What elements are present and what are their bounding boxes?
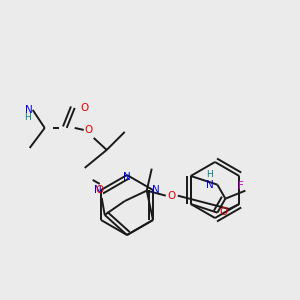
Text: N: N [25, 105, 33, 115]
Text: N: N [94, 185, 102, 195]
Text: N: N [123, 172, 131, 182]
Text: N: N [152, 185, 160, 195]
Text: O: O [81, 103, 89, 113]
Text: H: H [206, 170, 213, 179]
Text: H: H [24, 113, 31, 122]
Text: F: F [238, 181, 244, 191]
Text: O: O [219, 207, 227, 217]
Text: N: N [206, 180, 213, 190]
Text: O: O [96, 185, 104, 195]
Text: O: O [85, 125, 93, 135]
Text: O: O [168, 191, 176, 201]
